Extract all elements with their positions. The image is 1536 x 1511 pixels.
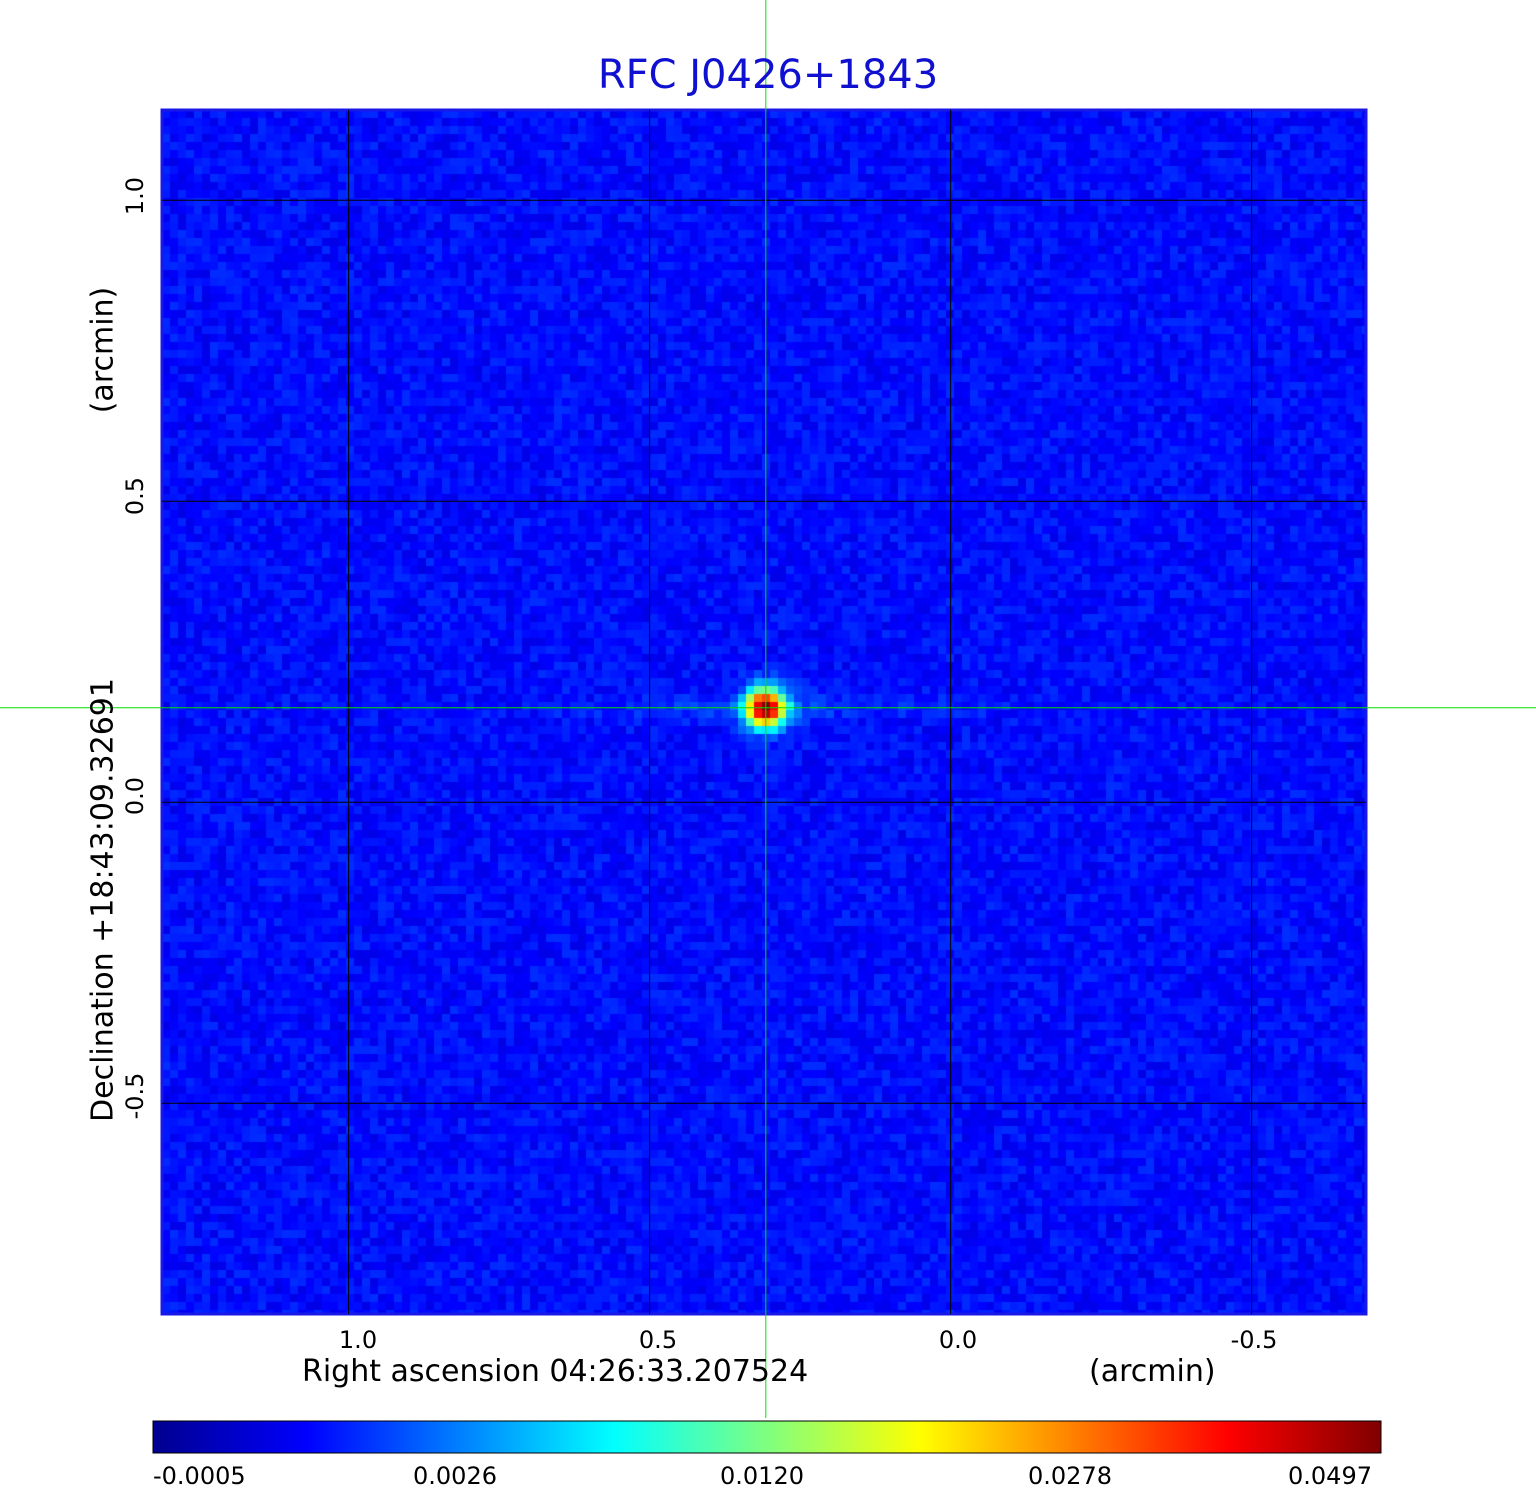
coordinate-grid [162,110,1366,1314]
intensity-map [162,110,1366,1314]
colorbar-tick-label: 0.0497 [1288,1462,1372,1490]
plot-frame [160,108,1368,1316]
x-axis-label: Right ascension 04:26:33.207524 [302,1354,809,1389]
colorbar [152,1420,1382,1454]
y-axis-label: Declination +18:43:09.32691 [85,678,121,1122]
y-tick-label: 0.0 [121,776,149,816]
image-field [162,110,1366,1314]
crosshair [0,0,1536,1418]
y-axis-unit: (arcmin) [85,286,121,414]
x-tick-label: 0.0 [938,1326,978,1354]
y-tick-label: 1.0 [121,176,149,216]
y-tick-label: -0.5 [121,1072,149,1120]
x-axis-unit: (arcmin) [1089,1354,1216,1389]
x-tick-label: -0.5 [1230,1326,1278,1354]
colorbar-tick-label: 0.0278 [1028,1462,1112,1490]
colorbar-tick-label: 0.0120 [720,1462,804,1490]
y-tick-label: 0.5 [121,476,149,516]
chart-title: RFC J0426+1843 [597,52,939,98]
colorbar-tick-label: 0.0026 [413,1462,497,1490]
x-tick-label: 1.0 [338,1326,378,1354]
x-tick-label: 0.5 [638,1326,678,1354]
colorbar-tick-label: -0.0005 [153,1462,246,1490]
